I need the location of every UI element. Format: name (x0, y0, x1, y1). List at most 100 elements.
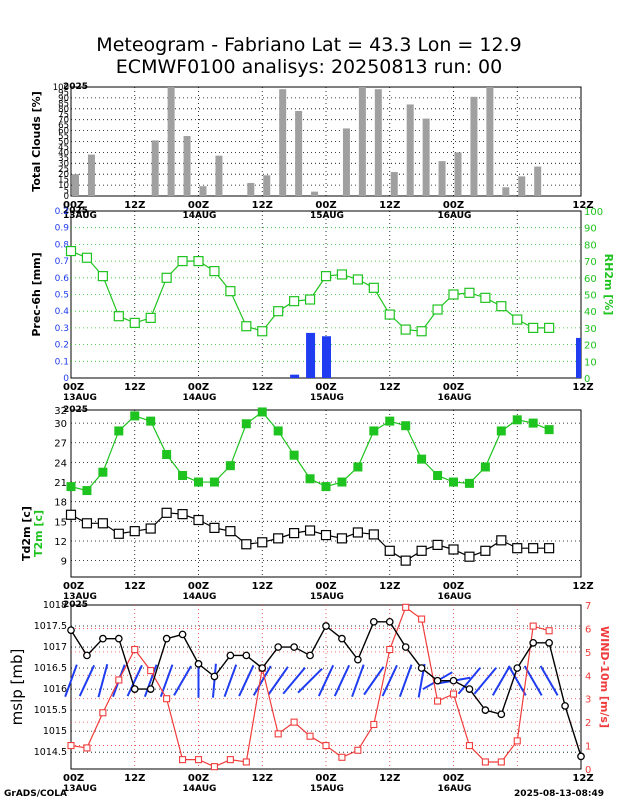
td2m-point (129, 526, 140, 537)
cloud-bar (279, 89, 287, 196)
wind-barb (297, 667, 323, 694)
rh-ytick-label: 20 (584, 341, 597, 352)
t2m-point (130, 411, 140, 421)
td2m-point (544, 543, 555, 554)
wind-point (386, 645, 394, 654)
rh-point (544, 322, 555, 333)
mslp-ytick-label: 1017 (43, 642, 67, 653)
wind-barb (211, 663, 217, 698)
cloud-bar (342, 128, 350, 196)
mslp-point (162, 634, 171, 643)
cloud-bar (502, 187, 510, 196)
mslp-point (290, 643, 298, 651)
cloud-bar (183, 136, 191, 196)
t2m-point (66, 482, 76, 492)
wind-barb (238, 664, 255, 697)
cloud-bar (295, 110, 303, 196)
t2m-point (209, 477, 219, 487)
t2m-point (385, 416, 395, 426)
mslp-point (242, 651, 251, 660)
precip-bar (576, 337, 581, 378)
wind-barb (398, 664, 413, 698)
t2m-point (496, 426, 506, 436)
panel-3-xtick-label: 12Z (124, 773, 145, 784)
wind-ylabel: WIND-10m [m/s] (598, 626, 611, 728)
temp-ytick-label: 30 (54, 419, 67, 430)
wind-point (513, 737, 521, 745)
panel-2-date-label: 16AUG (438, 592, 472, 602)
rh-point (464, 287, 475, 298)
precip-ytick-label: 0.4 (55, 307, 70, 317)
precip-ytick-label: 0.7 (55, 257, 69, 267)
cloud-bar (390, 172, 398, 196)
td2m-point (289, 528, 300, 539)
mslp-point (83, 651, 91, 660)
precip-ytick-label: 0.1 (55, 357, 69, 367)
clouds-ytick-label: 45 (58, 143, 69, 153)
rh-point (480, 292, 491, 303)
mslp-point (258, 664, 267, 672)
t2m-point (321, 482, 331, 492)
t2m-point (369, 426, 379, 436)
cloud-bar (87, 154, 95, 196)
mslp-point (226, 651, 235, 660)
precip-ytick-label: 0.6 (55, 274, 70, 284)
mslp-ytick-label: 1016.5 (34, 663, 67, 674)
wind-barb (282, 667, 306, 695)
cloud-bar (470, 96, 478, 196)
panel-1-xtick-label: 00Z (315, 382, 336, 393)
mslp-ytick-label: 1015.5 (34, 705, 67, 716)
wind-point (449, 690, 458, 698)
td2m-point (257, 537, 268, 548)
panel-1-xtick-label: 00Z (188, 382, 209, 393)
panel-2-xtick-label: 00Z (443, 581, 464, 592)
panel-1-xtick-label: 12Z (124, 382, 145, 393)
cloud-bar (311, 191, 319, 196)
panel-1-date-label: 13AUG (63, 393, 97, 403)
t2m-point (82, 486, 92, 496)
panel-0-xtick-label: 00Z (443, 200, 464, 211)
rh-ytick-label: 50 (584, 291, 597, 302)
clouds-ytick-label: 65 (58, 121, 69, 131)
mslp-point (481, 706, 490, 714)
clouds-ytick-label: 15 (58, 176, 69, 186)
mslp-point (306, 651, 314, 660)
panel-2-date-label: 13AUG (63, 592, 97, 602)
td2m-point (97, 518, 108, 529)
chart-title-block: Meteogram - Fabriano Lat = 43.3 Lon = 12… (0, 34, 618, 78)
mslp-ytick-label: 1015 (43, 726, 67, 737)
panel-1-xtick-label: 00Z (63, 382, 84, 393)
mslp-point (322, 622, 330, 630)
cloud-bar (215, 155, 223, 196)
cloud-bar (454, 152, 462, 196)
rh-point (225, 286, 236, 297)
mslp-point (354, 655, 362, 664)
panel-0-xtick-label: 12Z (379, 200, 400, 211)
panel-2-year-label: 2025 (63, 405, 88, 415)
rh-point (177, 256, 188, 267)
panel-2-xtick-label: 12Z (252, 581, 273, 592)
wind-barb (539, 665, 559, 696)
panel-0-xtick-label: 00Z (63, 200, 84, 211)
panel-2-xtick-label: 00Z (188, 581, 209, 592)
rh-point (368, 282, 379, 293)
wind-point (402, 603, 410, 611)
precip-bar (290, 374, 300, 378)
wind-point (338, 753, 346, 761)
wind-point (322, 742, 330, 750)
mslp-ytick-label: 1017.5 (34, 621, 67, 632)
rh-point (336, 269, 348, 280)
wind-point (99, 709, 107, 717)
wind-barb (97, 664, 109, 698)
clouds-ytick-label: 5 (64, 187, 69, 197)
panel-3-date-label: 16AUG (438, 784, 472, 794)
rh-point (65, 245, 77, 257)
wind-barb (223, 664, 238, 698)
td2m-point (352, 527, 363, 538)
mslp-point (338, 634, 346, 643)
wind-ytick-label: 0 (585, 765, 591, 776)
mslp-point (114, 634, 123, 643)
precip-ylabel: Prec-6h [mm] (30, 252, 43, 336)
wind-point (131, 645, 139, 654)
